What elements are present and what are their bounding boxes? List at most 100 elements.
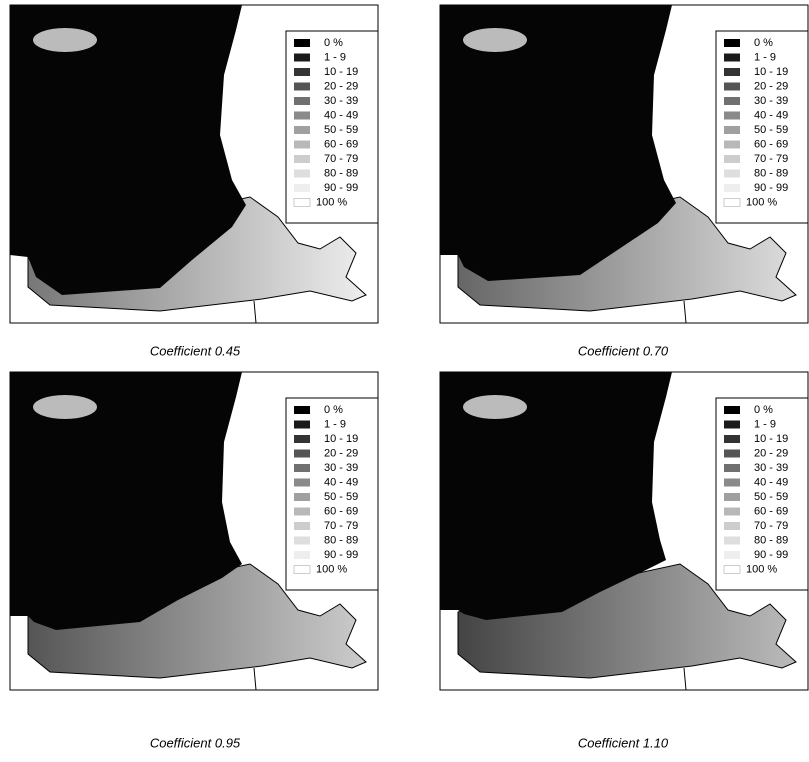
legend-label: 40 - 49 [324,476,358,488]
legend-swatch [724,522,740,530]
legend-label: 50 - 59 [324,124,358,136]
legend-label: 70 - 79 [754,153,788,165]
legend-label: 80 - 89 [324,167,358,179]
legend-swatch [294,141,310,149]
legend-swatch [294,464,310,472]
caption: Coefficient 1.10 [578,735,669,750]
legend-label: 30 - 39 [324,95,358,107]
legend-swatch [294,112,310,120]
legend-swatch [294,170,310,178]
legend-label: 30 - 39 [324,462,358,474]
legend-label: 0 % [754,37,773,49]
legend-swatch [294,522,310,530]
island [463,395,527,419]
legend-swatch [724,450,740,458]
legend-swatch [294,551,310,559]
legend-label: 1 - 9 [324,418,346,430]
legend-swatch [724,155,740,163]
legend-label: 50 - 59 [754,124,788,136]
legend-swatch [294,566,310,574]
legend-label: 80 - 89 [754,167,788,179]
legend-swatch [294,155,310,163]
legend-label: 60 - 69 [754,505,788,517]
legend-swatch [724,479,740,487]
caption: Coefficient 0.70 [578,343,669,358]
legend-label: 20 - 29 [754,447,788,459]
legend-swatch [724,566,740,574]
legend-label: 80 - 89 [754,534,788,546]
legend-swatch [724,141,740,149]
map-panel: 0 % 1 - 9 10 - 19 20 - 29 30 - 39 40 - 49 50 -… [10,5,378,323]
legend-label: 70 - 79 [754,520,788,532]
legend-swatch [724,68,740,76]
legend-label: 90 - 99 [754,549,788,561]
legend-swatch [724,170,740,178]
legend-swatch [724,184,740,192]
legend-swatch [294,83,310,91]
legend-label: 10 - 19 [324,66,358,78]
legend-label: 90 - 99 [324,182,358,194]
legend-label: 10 - 19 [754,433,788,445]
legend-swatch [294,54,310,62]
legend-swatch [724,126,740,134]
legend-label: 100 % [316,196,347,208]
legend: 0 % 1 - 9 10 - 19 20 - 29 30 - 39 40 - 49 50 -… [286,31,378,223]
legend-swatch [294,126,310,134]
legend-label: 10 - 19 [754,66,788,78]
legend-label: 20 - 29 [324,80,358,92]
legend-label: 0 % [754,404,773,416]
caption: Coefficient 0.45 [150,343,241,358]
legend-label: 30 - 39 [754,462,788,474]
legend-swatch [724,97,740,105]
legend-label: 70 - 79 [324,520,358,532]
legend-label: 40 - 49 [324,109,358,121]
legend-label: 50 - 59 [754,491,788,503]
legend-swatch [294,199,310,207]
legend-swatch [294,406,310,414]
legend-swatch [294,537,310,545]
legend-swatch [724,464,740,472]
legend-label: 1 - 9 [754,418,776,430]
legend-label: 10 - 19 [324,433,358,445]
legend-label: 100 % [746,196,777,208]
legend-swatch [724,39,740,47]
legend-swatch [294,39,310,47]
map-panel: 0 %1 - 910 - 1920 - 2930 - 3940 - 4950 -… [10,372,378,690]
legend-label: 70 - 79 [324,153,358,165]
legend-label: 0 % [324,404,343,416]
legend-swatch [294,184,310,192]
legend-label: 100 % [316,563,347,575]
legend-swatch [724,199,740,207]
legend-label: 60 - 69 [324,505,358,517]
legend-label: 80 - 89 [324,534,358,546]
legend-swatch [294,493,310,501]
legend-label: 90 - 99 [324,549,358,561]
legend-swatch [294,508,310,516]
figure: 0 % 1 - 9 10 - 19 20 - 29 30 - 39 40 - 49 50 -… [0,0,809,757]
legend-label: 60 - 69 [754,138,788,150]
legend-swatch [724,54,740,62]
legend-label: 1 - 9 [324,51,346,63]
legend-label: 100 % [746,563,777,575]
island [33,28,97,52]
legend-swatch [724,508,740,516]
legend-label: 1 - 9 [754,51,776,63]
legend-label: 50 - 59 [324,491,358,503]
legend-swatch [294,97,310,105]
legend-swatch [724,493,740,501]
legend-label: 0 % [324,37,343,49]
legend-swatch [724,406,740,414]
island [463,28,527,52]
legend-swatch [294,68,310,76]
legend-label: 30 - 39 [754,95,788,107]
legend-swatch [724,421,740,429]
legend-swatch [724,112,740,120]
legend-label: 90 - 99 [754,182,788,194]
legend-swatch [724,83,740,91]
legend-label: 60 - 69 [324,138,358,150]
legend-label: 40 - 49 [754,109,788,121]
